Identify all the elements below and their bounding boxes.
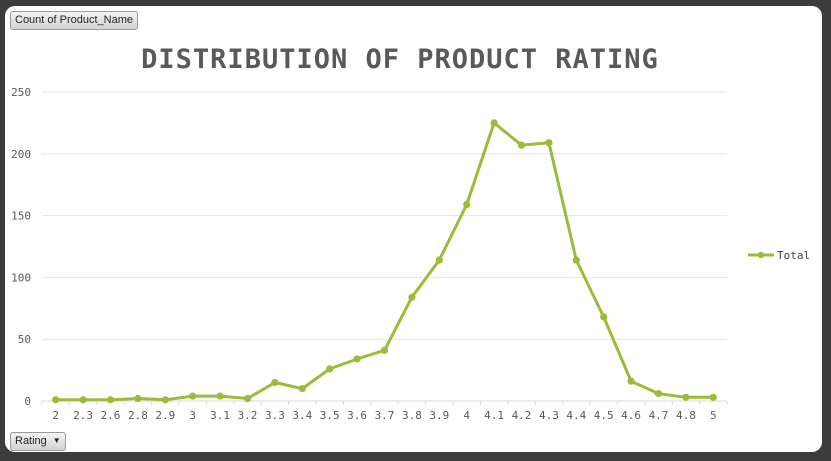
data-point[interactable] [106, 396, 115, 404]
pivot-chart-area: 0 50 100 150 200 250 2 2.3 2.6 2.8 2.9 3 3.1 3.2 3.3 3.… [5, 6, 822, 452]
data-point[interactable] [271, 378, 279, 387]
data-point[interactable] [189, 392, 197, 400]
x-tick-label: 2.3 [73, 409, 93, 422]
x-tick-label: 4.4 [566, 409, 586, 422]
data-point[interactable] [52, 396, 60, 404]
x-tick-label: 3.3 [265, 409, 285, 422]
data-point[interactable] [435, 256, 443, 264]
x-tick-label: 5 [710, 409, 717, 422]
axis-field-button[interactable]: Rating ▼ [10, 432, 66, 451]
data-point[interactable] [326, 365, 334, 373]
x-tick-label: 4.7 [649, 409, 669, 422]
chart-title: DISTRIBUTION OF PRODUCT RATING [141, 44, 659, 75]
x-tick-label: 2.8 [128, 409, 148, 422]
axis-field-label: Rating [15, 435, 47, 447]
x-tick-label: 4.3 [539, 409, 559, 422]
data-point[interactable] [79, 396, 87, 404]
series-line[interactable] [54, 121, 715, 402]
series-total[interactable] [52, 119, 717, 404]
data-point[interactable] [627, 377, 635, 385]
x-tick-label: 4 [463, 409, 470, 422]
x-tick-label: 3.5 [320, 409, 340, 422]
legend-swatch-marker [757, 251, 765, 259]
x-tick-label: 2 [52, 409, 59, 422]
x-tick-label: 4.2 [512, 409, 532, 422]
data-point[interactable] [682, 393, 690, 401]
data-point[interactable] [298, 385, 306, 393]
y-tick-label: 250 [11, 86, 31, 99]
x-tick-label: 4.5 [594, 409, 614, 422]
axes: 0 50 100 150 200 250 2 2.3 2.6 2.8 2.9 3 3.1 3.2 3.3 3.… [11, 86, 728, 422]
data-point[interactable] [463, 200, 471, 209]
x-tick-label: 3.6 [347, 409, 367, 422]
data-point[interactable] [600, 313, 608, 321]
x-tick-label: 3.8 [402, 409, 422, 422]
y-tick-label: 0 [24, 395, 31, 408]
x-tick-label: 3.1 [210, 409, 230, 422]
data-point[interactable] [161, 396, 169, 404]
data-point[interactable] [216, 392, 224, 400]
y-tick-label: 50 [18, 333, 31, 346]
data-point[interactable] [572, 256, 580, 264]
x-tick-label: 2.6 [101, 409, 121, 422]
y-tick-label: 100 [11, 271, 31, 284]
x-tick-label: 3.2 [238, 409, 258, 422]
data-point[interactable] [353, 355, 361, 363]
x-tick-label: 3.7 [375, 409, 395, 422]
value-field-button[interactable]: Count of Product_Name [10, 11, 139, 30]
dropdown-arrow-icon[interactable]: ▼ [52, 436, 61, 445]
x-tick-label: 4.6 [621, 409, 641, 422]
data-point[interactable] [380, 346, 389, 354]
x-tick-label: 2.9 [155, 409, 175, 422]
gridlines [42, 91, 727, 402]
data-point[interactable] [134, 394, 142, 403]
y-tick-label: 200 [11, 148, 31, 161]
data-point[interactable] [654, 389, 663, 398]
data-point[interactable] [517, 141, 526, 149]
data-point[interactable] [709, 393, 717, 401]
line-chart: 0 50 100 150 200 250 2 2.3 2.6 2.8 2.9 3 3.1 3.2 3.3 3.… [11, 86, 810, 422]
y-tick-label: 150 [11, 210, 31, 223]
data-point[interactable] [243, 394, 252, 403]
data-point[interactable] [490, 119, 498, 127]
x-tick-label: 3.9 [429, 409, 449, 422]
legend-label: Total [777, 249, 810, 262]
x-tick-label: 3 [189, 409, 196, 422]
x-tick-label: 3.4 [292, 409, 312, 422]
data-point[interactable] [408, 293, 416, 301]
x-tick-label: 4.8 [676, 409, 696, 422]
x-tick-label: 4.1 [484, 409, 504, 422]
legend[interactable]: Total [748, 249, 810, 262]
data-point[interactable] [545, 139, 553, 147]
